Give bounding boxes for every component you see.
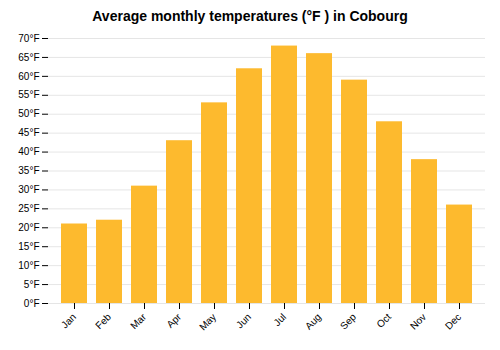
svg-text:35°F: 35°F xyxy=(18,165,39,176)
svg-text:Jun: Jun xyxy=(234,311,253,330)
svg-text:50°F: 50°F xyxy=(18,108,39,119)
svg-text:Aug: Aug xyxy=(303,311,323,331)
svg-text:20°F: 20°F xyxy=(18,222,39,233)
svg-text:Apr: Apr xyxy=(164,311,183,330)
svg-text:0°F: 0°F xyxy=(24,298,40,309)
svg-text:30°F: 30°F xyxy=(18,184,39,195)
svg-text:55°F: 55°F xyxy=(18,89,39,100)
svg-text:Jan: Jan xyxy=(59,311,78,330)
svg-text:10°F: 10°F xyxy=(18,260,39,271)
svg-text:Sep: Sep xyxy=(338,311,359,332)
svg-text:Oct: Oct xyxy=(374,311,393,330)
svg-text:15°F: 15°F xyxy=(18,241,39,252)
svg-text:45°F: 45°F xyxy=(18,127,39,138)
svg-text:25°F: 25°F xyxy=(18,203,39,214)
html-text:Average monthly temperatures (: Average monthly temperatures (°F ) in Co… xyxy=(92,8,408,24)
svg-text:Dec: Dec xyxy=(443,311,463,331)
svg-text:5°F: 5°F xyxy=(24,279,40,290)
svg-text:Mar: Mar xyxy=(128,311,148,331)
svg-text:60°F: 60°F xyxy=(18,71,39,82)
svg-text:Jul: Jul xyxy=(271,311,288,328)
svg-text:Feb: Feb xyxy=(93,311,113,331)
svg-text:70°F: 70°F xyxy=(18,33,39,44)
svg-text:May: May xyxy=(197,311,218,332)
svg-text:65°F: 65°F xyxy=(18,52,39,63)
svg-text:40°F: 40°F xyxy=(18,146,39,157)
svg-text:Nov: Nov xyxy=(408,311,428,331)
